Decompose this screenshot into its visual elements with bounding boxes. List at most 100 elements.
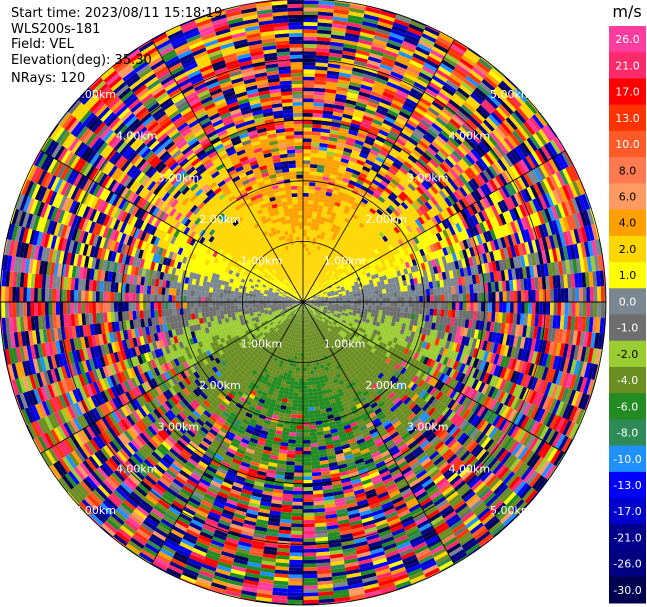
gate-cell	[311, 215, 317, 220]
gate-cell	[346, 21, 362, 29]
gate-cell	[367, 56, 382, 64]
gate-cell	[355, 162, 364, 170]
gate-cell	[333, 9, 350, 15]
gate-cell	[326, 74, 339, 80]
gate-cell	[324, 165, 332, 171]
gate-cell	[369, 125, 380, 133]
gate-cell	[372, 38, 388, 47]
gate-cell	[343, 109, 354, 116]
gate-cell	[309, 281, 312, 286]
gate-cell	[305, 284, 307, 288]
gate-cell	[342, 47, 357, 54]
gate-cell	[356, 98, 369, 105]
gate-cell	[303, 43, 317, 48]
gate-cell	[392, 64, 407, 73]
gate-cell	[390, 71, 404, 80]
gate-cell	[308, 189, 315, 194]
gate-cell	[303, 251, 306, 255]
gate-cell	[330, 227, 336, 233]
gate-cell	[325, 81, 338, 87]
gate-cell	[353, 60, 367, 67]
gate-cell	[405, 30, 422, 40]
gate-cell	[338, 165, 347, 171]
gate-cell	[313, 197, 320, 202]
gate-cell	[328, 177, 336, 183]
gate-cell	[421, 65, 436, 76]
gate-cell	[359, 87, 372, 95]
gate-cell	[329, 133, 339, 139]
gate-cell	[303, 283, 305, 288]
gate-cell	[307, 214, 313, 219]
gate-cell	[364, 10, 381, 18]
gate-cell	[394, 18, 410, 28]
gate-cell	[309, 174, 317, 180]
gate-cell	[356, 132, 367, 140]
gate-cell	[308, 193, 315, 198]
gate-cell	[377, 152, 387, 161]
gate-cell	[369, 94, 382, 102]
gate-cell	[323, 169, 331, 174]
gate-cell	[327, 234, 333, 239]
gate-cell	[326, 151, 335, 157]
gate-cell	[303, 232, 307, 237]
gate-cell	[329, 48, 343, 55]
gate-cell	[303, 203, 309, 208]
gate-cell	[377, 105, 389, 113]
gate-cell	[344, 102, 356, 109]
gate-cell	[332, 115, 343, 121]
gate-cell	[316, 171, 324, 177]
gate-cell	[303, 156, 311, 161]
gate-cell	[305, 243, 310, 248]
gate-cell	[369, 149, 379, 157]
gate-cell	[326, 77, 339, 83]
gate-cell	[303, 149, 311, 154]
gate-cell	[303, 142, 312, 146]
gate-cell	[435, 39, 451, 51]
gate-cell	[303, 40, 317, 45]
gate-cell	[433, 42, 449, 54]
gate-cell	[390, 102, 403, 111]
gate-cell	[324, 195, 332, 201]
gate-cell	[362, 17, 379, 25]
gate-cell	[339, 127, 350, 134]
gate-cell	[371, 145, 381, 153]
gate-cell	[346, 136, 356, 143]
gate-cell	[307, 288, 310, 293]
gate-cell	[318, 197, 325, 203]
gate-cell	[303, 138, 312, 143]
ray	[303, 0, 351, 302]
gate-cell	[352, 146, 362, 153]
gate-cell	[303, 254, 306, 259]
gate-cell	[314, 272, 318, 277]
gate-cell	[315, 62, 329, 67]
gate-cell	[307, 284, 310, 289]
gate-cell	[341, 154, 351, 161]
gate-cell	[403, 37, 419, 47]
gate-cell	[303, 62, 316, 66]
gate-cell	[412, 109, 424, 120]
gate-cell	[307, 280, 310, 285]
gate-cell	[317, 15, 334, 20]
gate-cell	[303, 189, 309, 194]
gate-cell	[344, 205, 351, 212]
gate-cell	[303, 98, 314, 103]
gate-cell	[342, 177, 350, 184]
gate-cell	[322, 205, 329, 211]
gate-cell	[305, 287, 308, 292]
gate-cell	[355, 195, 363, 202]
gate-cell	[303, 222, 308, 226]
gate-cell	[382, 53, 397, 61]
gate-cell	[324, 161, 333, 167]
gate-cell	[314, 84, 326, 89]
gate-cell	[303, 243, 307, 248]
gate-cell	[303, 192, 309, 197]
gate-cell	[421, 32, 437, 43]
gate-cell	[314, 263, 318, 269]
gate-cell	[381, 94, 394, 103]
gate-cell	[323, 202, 330, 208]
gate-cell	[314, 226, 319, 231]
gate-cell	[399, 131, 410, 141]
gate-cell	[345, 32, 360, 39]
gate-cell	[326, 147, 336, 153]
